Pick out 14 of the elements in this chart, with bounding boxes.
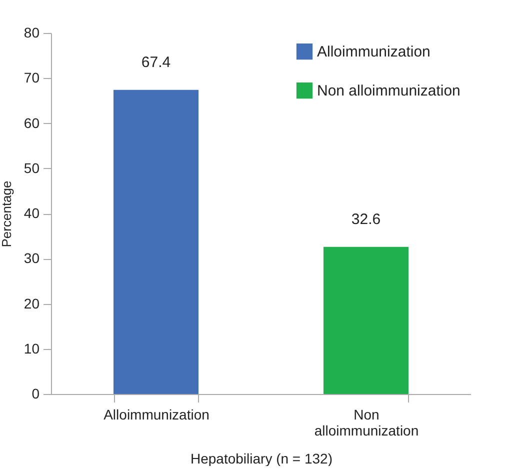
legend-label: Alloimmunization bbox=[317, 44, 430, 60]
data-label: 32.6 bbox=[351, 210, 381, 228]
legend-label: Non alloimmunization bbox=[317, 82, 460, 100]
y-tick-label: 0 bbox=[32, 386, 40, 402]
y-tick-label: 80 bbox=[24, 24, 40, 40]
y-tick-label: 40 bbox=[24, 205, 40, 221]
y-tick-label: 20 bbox=[24, 295, 40, 312]
y-axis-title: Percentage bbox=[0, 180, 14, 248]
data-label: 67.4 bbox=[141, 54, 171, 71]
y-tick-label: 10 bbox=[24, 340, 40, 356]
y-tick-label: 60 bbox=[24, 114, 40, 131]
y-tick-label: 30 bbox=[24, 250, 40, 266]
y-tick-label: 50 bbox=[24, 160, 40, 176]
y-tick-label: 70 bbox=[24, 70, 40, 86]
